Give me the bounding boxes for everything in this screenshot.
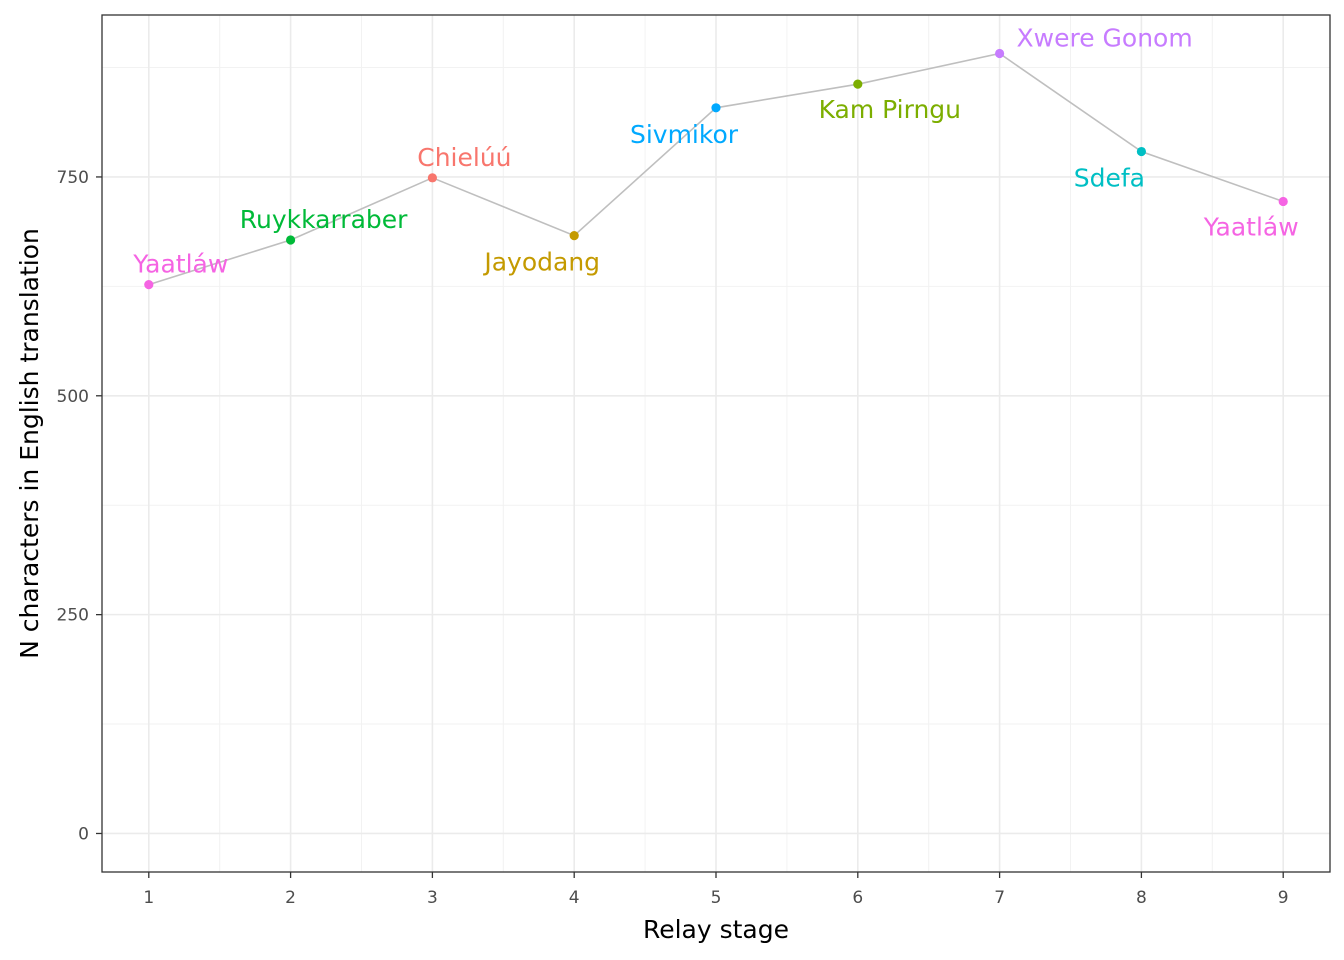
x-tick-label: 7 [994,888,1005,908]
data-point [569,230,579,241]
x-axis-title: Relay stage [643,915,789,944]
point-label: Kam Pirngu [819,95,961,124]
axis-layer: 1 2 3 4 5 6 7 8 9 0 250 500 750 [57,168,1289,908]
y-tick-label: 0 [78,824,89,844]
point-label: Xwere Gonom [1017,24,1193,53]
data-point [1136,146,1147,157]
x-tick-label: 4 [569,888,580,908]
data-point [711,103,721,113]
x-tick-label: 3 [427,888,438,908]
y-tick-label: 750 [57,168,89,188]
y-tick-label: 250 [57,606,89,626]
data-point [285,235,296,245]
x-tick-label: 5 [711,888,722,908]
point-label: Sivmikor [630,120,739,149]
point-label: Ruykkarraber [240,205,408,234]
x-tick-label: 2 [285,888,296,908]
point-label: Chielúú [417,143,511,172]
data-point [1278,196,1288,207]
x-tick-label: 6 [852,888,863,908]
x-tick-label: 8 [1136,888,1147,908]
grid-layer [102,15,1330,872]
x-tick-label: 1 [143,888,154,908]
point-label: Jayodang [482,248,600,277]
point-layer [144,48,1288,290]
data-point [853,79,863,89]
data-point [427,173,437,183]
point-label: Yaatláw [1203,212,1299,241]
point-label: Yaatláw [132,250,228,279]
y-axis-title: N characters in English translation [15,228,44,659]
data-point [144,280,154,290]
label-layer: Yaatláw Ruykkarraber Chielúú Jayodang Sivmik… [132,24,1298,279]
y-tick-label: 500 [57,387,89,407]
x-tick-label: 9 [1278,888,1289,908]
point-label: Sdefa [1074,164,1145,193]
data-point [995,48,1005,59]
